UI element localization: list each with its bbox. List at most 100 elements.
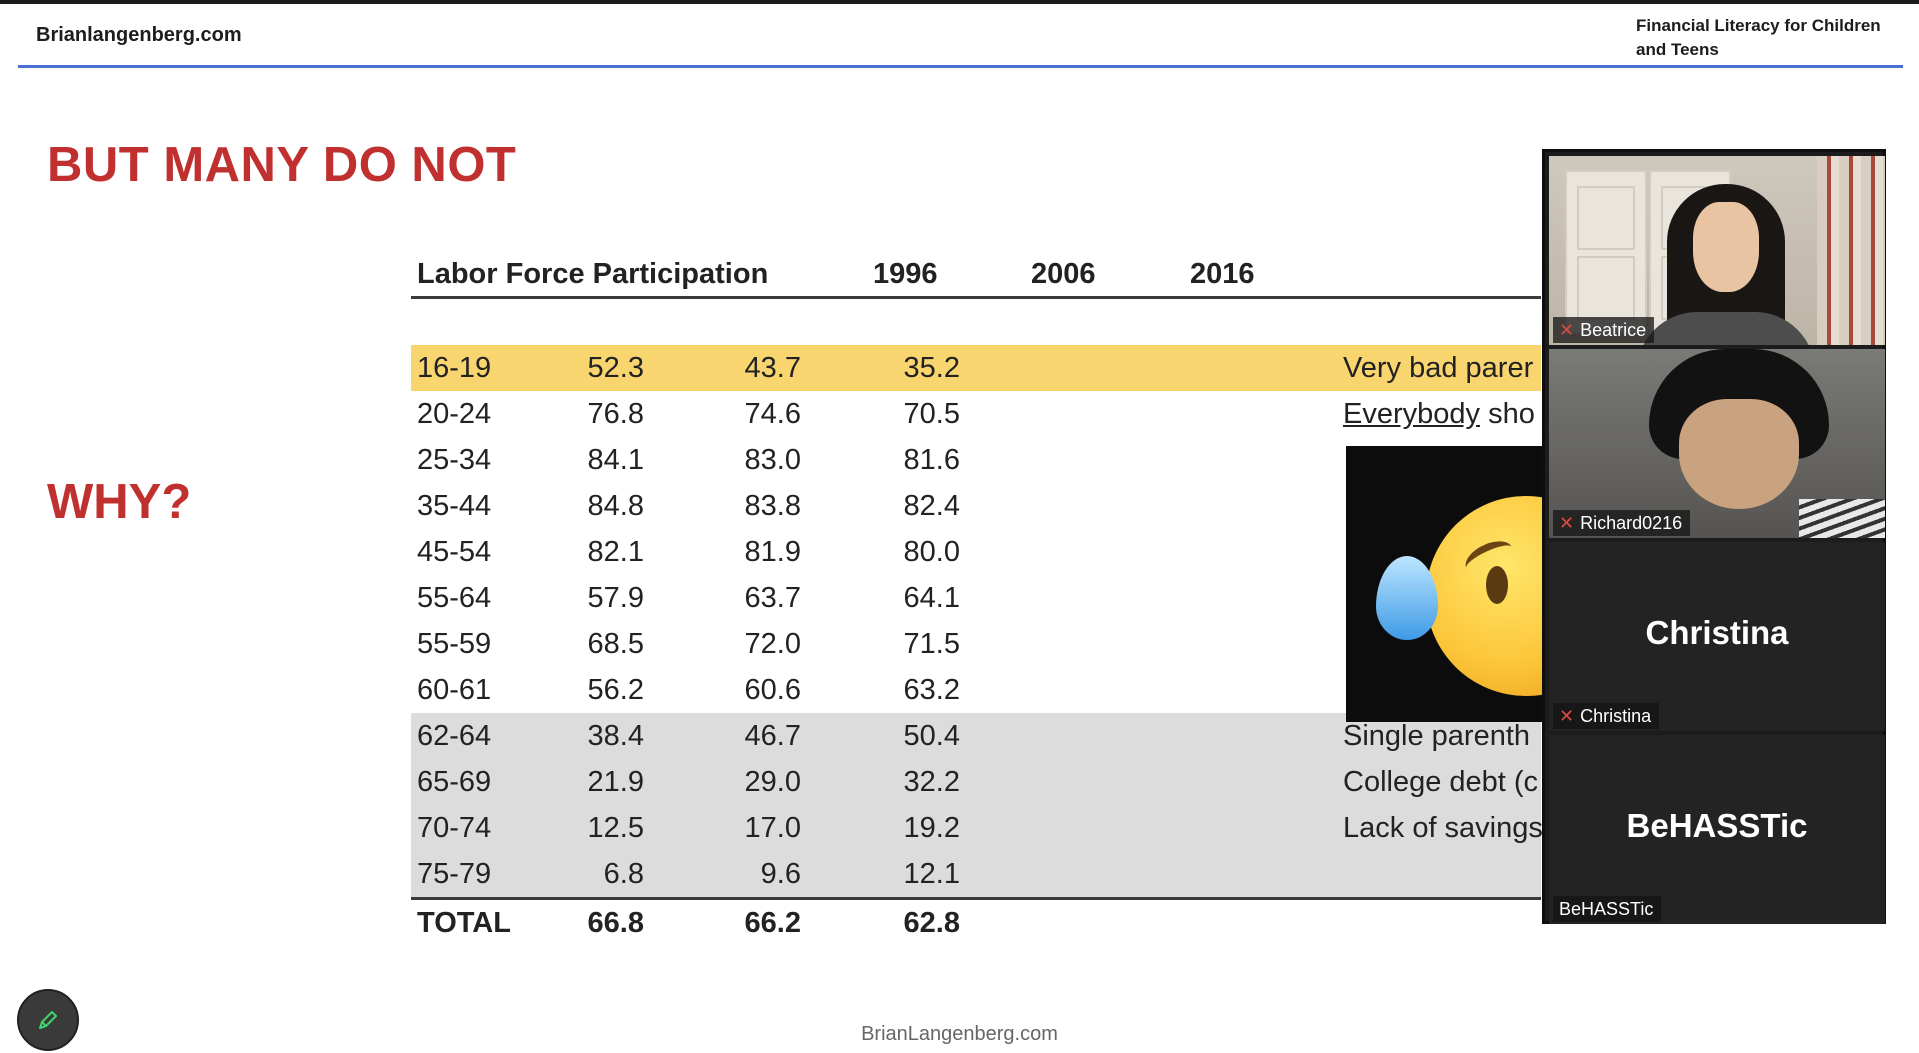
total-rule [411, 897, 1541, 900]
age-cell: 60-61 [417, 674, 492, 706]
video-tile-christina[interactable]: Christina ✕ Christina [1549, 542, 1885, 731]
age-cell: 55-64 [417, 582, 492, 614]
slide-footer: BrianLangenberg.com [861, 1023, 1058, 1045]
participant-video [1649, 349, 1885, 538]
value-cell-2016: 32.2 [903, 766, 960, 798]
value-cell-2016: 63.2 [903, 674, 960, 706]
site-name: Brianlangenberg.com [36, 24, 242, 46]
table-row: 20-24 76.8 74.6 70.5 Everybody sho [411, 391, 1541, 437]
value-cell-2016: 19.2 [903, 812, 960, 844]
row-note-rest: sho [1480, 398, 1535, 430]
row-note: College debt (c [1343, 766, 1539, 798]
value-cell-1996: 12.5 [587, 812, 644, 844]
value-cell-2006: 17.0 [744, 812, 801, 844]
table-row: 55-59 68.5 72.0 71.5 [411, 621, 1541, 667]
participant-display-name: BeHASSTic [1626, 807, 1808, 844]
column-header-1996: 1996 [873, 258, 938, 290]
participant-name-tag: BeHASSTic [1553, 896, 1662, 922]
mic-muted-icon: ✕ [1559, 706, 1575, 726]
table-row: 45-54 82.1 81.9 80.0 [411, 529, 1541, 575]
row-note: Very bad parer [1343, 352, 1534, 384]
row-note: Lack of savings [1343, 812, 1543, 844]
age-cell: 65-69 [417, 766, 492, 798]
table-row: 25-34 84.1 83.0 81.6 [411, 437, 1541, 483]
table-row: 35-44 84.8 83.8 82.4 [411, 483, 1541, 529]
value-cell-1996: 82.1 [587, 536, 644, 568]
value-cell-2006: 83.0 [744, 444, 801, 476]
table-row: 55-64 57.9 63.7 64.1 [411, 575, 1541, 621]
age-cell: 62-64 [417, 720, 492, 752]
row-note: Everybody sho [1343, 398, 1535, 431]
value-cell-1996: 56.2 [587, 674, 644, 706]
participant-name: Beatrice [1580, 320, 1647, 340]
age-cell: TOTAL [417, 907, 511, 939]
side-heading: WHY? [47, 475, 192, 529]
slide-title: BUT MANY DO NOT [47, 138, 517, 192]
video-tile-richard0216[interactable]: ✕ Richard0216 [1549, 349, 1885, 538]
table-row: 70-74 12.5 17.0 19.2 Lack of savings [411, 805, 1543, 851]
value-cell-2006: 43.7 [744, 352, 801, 384]
value-cell-1996: 66.8 [587, 907, 644, 939]
annotate-button[interactable] [17, 989, 79, 1051]
value-cell-2016: 80.0 [903, 536, 960, 568]
value-cell-1996: 68.5 [587, 628, 644, 660]
age-cell: 70-74 [417, 812, 492, 844]
header-rule [411, 296, 1541, 299]
table-total-row: TOTAL 66.8 66.2 62.8 [411, 900, 1541, 946]
value-cell-1996: 57.9 [587, 582, 644, 614]
value-cell-2016: 81.6 [903, 444, 960, 476]
header-divider [18, 65, 1903, 68]
value-cell-1996: 21.9 [587, 766, 644, 798]
participant-name: Richard0216 [1580, 513, 1683, 533]
age-cell: 55-59 [417, 628, 492, 660]
column-header-2016: 2016 [1190, 258, 1255, 290]
video-tile-beatrice[interactable]: ✕ Beatrice [1549, 156, 1885, 345]
table-row: 75-79 6.8 9.6 12.1 [411, 851, 1541, 897]
participant-name-tag: ✕ Richard0216 [1553, 510, 1691, 536]
value-cell-2016: 64.1 [903, 582, 960, 614]
value-cell-2016: 71.5 [903, 628, 960, 660]
table-row: 16-19 52.3 43.7 35.2 Very bad parer [411, 345, 1541, 391]
video-gallery-panel[interactable]: ✕ Beatrice ✕ Richard0216 Christina ✕ Christ… [1542, 149, 1886, 924]
participant-display-name: Christina [1645, 614, 1789, 651]
column-header-2006: 2006 [1031, 258, 1096, 290]
value-cell-2016: 50.4 [903, 720, 960, 752]
age-cell: 16-19 [417, 352, 492, 384]
value-cell-2016: 82.4 [903, 490, 960, 522]
value-cell-2016: 70.5 [903, 398, 960, 430]
participant-name-tag: ✕ Beatrice [1553, 317, 1655, 343]
window-top-border [0, 0, 1919, 4]
age-cell: 20-24 [417, 398, 492, 430]
table-header: Labor Force Participation 1996 2006 2016 [411, 252, 1541, 296]
value-cell-2016: 35.2 [903, 352, 960, 384]
value-cell-2006: 9.6 [760, 858, 801, 890]
participant-video [1637, 184, 1815, 345]
value-cell-2006: 74.6 [744, 398, 801, 430]
value-cell-2006: 81.9 [744, 536, 801, 568]
value-cell-2016: 62.8 [903, 907, 960, 939]
participant-name: BeHASSTic [1559, 899, 1654, 919]
value-cell-1996: 84.1 [587, 444, 644, 476]
pencil-icon [39, 1011, 57, 1029]
value-cell-2006: 72.0 [744, 628, 801, 660]
table-row: 60-61 56.2 60.6 63.2 [411, 667, 1541, 713]
table-row: 65-69 21.9 29.0 32.2 College debt (c [411, 759, 1541, 805]
mic-muted-icon: ✕ [1559, 320, 1575, 340]
column-header-label: Labor Force Participation [417, 258, 769, 290]
age-cell: 75-79 [417, 858, 492, 890]
participant-name: Christina [1580, 706, 1652, 726]
value-cell-2006: 60.6 [744, 674, 801, 706]
course-title: Financial Literacy for Children and Teen… [1636, 16, 1881, 59]
value-cell-1996: 38.4 [587, 720, 644, 752]
value-cell-2006: 63.7 [744, 582, 801, 614]
video-tile-behasstic[interactable]: BeHASSTic BeHASSTic [1549, 735, 1885, 924]
crying-face-image [1346, 446, 1546, 722]
crying-face-icon [1376, 496, 1546, 696]
value-cell-2006: 46.7 [744, 720, 801, 752]
value-cell-2006: 29.0 [744, 766, 801, 798]
value-cell-1996: 76.8 [587, 398, 644, 430]
age-cell: 25-34 [417, 444, 492, 476]
age-cell: 45-54 [417, 536, 492, 568]
value-cell-2006: 66.2 [744, 907, 801, 939]
value-cell-1996: 84.8 [587, 490, 644, 522]
